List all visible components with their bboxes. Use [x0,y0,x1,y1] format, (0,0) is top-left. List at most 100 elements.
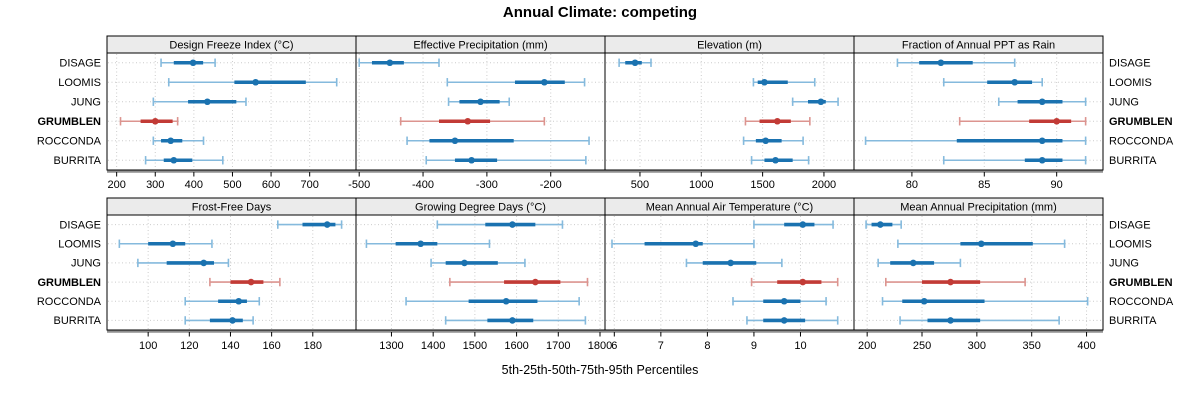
median-dot-DISAGE [877,221,884,228]
panel-body [355,214,606,331]
median-dot-GRUMBLEN [774,117,781,125]
tick-label: 600 [262,179,280,191]
median-dot-LOOMIS [252,78,259,86]
site-label-left-jung: JUNG [71,97,101,109]
median-dot-GRUMBLEN [464,117,472,125]
panel-header-label: Elevation (m) [697,40,762,52]
tick-label: 400 [185,179,203,191]
panel-body [604,52,855,171]
median-dot-DISAGE [189,59,197,67]
tick-label: 300 [968,340,986,352]
median-dot-BURRITA [780,317,788,324]
median-dot-GRUMBLEN [799,278,807,286]
median-dot-JUNG [200,259,208,267]
median-dot-BURRITA [1038,156,1046,164]
tick-label: 1600 [504,340,528,352]
median-dot-ROCCONDA [920,297,928,305]
tick-label: -300 [476,179,498,191]
panel-body [355,52,606,171]
median-dot-JUNG [461,259,468,267]
tick-label: 500 [631,179,649,191]
panel-body [106,214,357,331]
panel-header-label: Effective Precipitation (mm) [413,40,547,52]
tick-label: 250 [913,340,931,352]
site-label-right-burrita: BURRITA [1109,155,1157,167]
tick-label: 7 [658,340,664,352]
median-dot-GRUMBLEN [532,278,539,286]
tick-label: 1800 [588,340,612,352]
median-dot-BURRITA [772,156,779,164]
median-dot-DISAGE [323,221,331,228]
chart-title: Annual Climate: competing [502,4,698,21]
site-label-left-rocconda: ROCCONDA [37,136,102,148]
panel-body [853,52,1104,171]
tick-label: 200 [858,340,876,352]
tick-label: 1700 [546,340,570,352]
tick-label: -500 [348,179,370,191]
median-dot-ROCCONDA [502,297,510,305]
tick-label: -200 [540,179,562,191]
tick-label: 90 [1051,179,1063,191]
site-label-right-loomis: LOOMIS [1109,239,1152,251]
site-label-left-grumblen: GRUMBLEN [37,277,101,289]
median-dot-LOOMIS [1011,78,1018,86]
site-label-right-disage: DISAGE [1109,58,1151,70]
site-label-right-rocconda: ROCCONDA [1109,136,1174,148]
panel-header [853,197,1104,216]
tick-label: 160 [262,340,280,352]
median-dot-LOOMIS [761,78,768,86]
tick-label: 6 [611,340,617,352]
median-dot-GRUMBLEN [151,117,159,125]
tick-label: 120 [180,340,198,352]
median-dot-LOOMIS [541,78,548,86]
median-dot-ROCCONDA [235,297,243,305]
panel-header-label: Frost-Free Days [192,202,272,214]
tick-label: 180 [304,340,322,352]
tick-label: 1500 [463,340,487,352]
tick-label: 200 [107,179,125,191]
median-dot-LOOMIS [692,240,700,248]
tick-label: 500 [223,179,241,191]
median-dot-DISAGE [509,221,516,228]
panel-header-label: Fraction of Annual PPT as Rain [902,40,1055,52]
site-label-right-grumblen: GRUMBLEN [1109,116,1173,128]
tick-label: -400 [412,179,434,191]
median-dot-BURRITA [468,156,475,164]
median-dot-DISAGE [386,59,394,67]
tick-label: 2000 [812,179,836,191]
site-label-right-disage: DISAGE [1109,219,1151,231]
panel-body [604,214,855,331]
median-dot-ROCCONDA [451,137,459,145]
tick-label: 1400 [421,340,445,352]
site-label-left-burrita: BURRITA [54,155,102,167]
panel-header-label: Growing Degree Days (°C) [415,202,546,214]
tick-label: 140 [221,340,239,352]
median-dot-ROCCONDA [167,137,174,145]
median-dot-GRUMBLEN [1053,117,1060,125]
site-label-left-grumblen: GRUMBLEN [37,116,101,128]
tick-label: 350 [1023,340,1041,352]
tick-label: 300 [146,179,164,191]
panel-body [106,52,357,171]
median-dot-LOOMIS [417,240,424,248]
tick-label: 1500 [750,179,774,191]
panel-header [853,35,1104,54]
median-dot-JUNG [909,259,917,267]
site-label-left-disage: DISAGE [59,58,101,70]
median-dot-LOOMIS [169,240,177,248]
site-label-right-jung: JUNG [1109,258,1139,270]
tick-label: 1300 [379,340,403,352]
median-dot-DISAGE [937,59,945,67]
median-dot-DISAGE [631,59,639,67]
tick-label: 80 [906,179,918,191]
tick-label: 700 [300,179,318,191]
tick-label: 1000 [689,179,713,191]
tick-label: 10 [794,340,806,352]
x-axis-caption: 5th-25th-50th-75th-95th Percentiles [501,363,699,377]
median-dot-BURRITA [170,156,178,164]
tick-label: 9 [751,340,757,352]
tick-label: 100 [139,340,157,352]
median-dot-ROCCONDA [780,297,788,305]
